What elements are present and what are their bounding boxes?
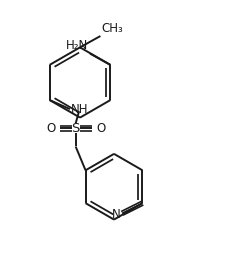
Text: S: S [71, 122, 79, 135]
Text: CH₃: CH₃ [101, 22, 123, 35]
Text: N: N [111, 208, 120, 221]
Text: O: O [96, 122, 105, 135]
Text: O: O [46, 122, 55, 135]
Text: NH: NH [71, 103, 88, 116]
Text: H₂N: H₂N [65, 39, 87, 52]
